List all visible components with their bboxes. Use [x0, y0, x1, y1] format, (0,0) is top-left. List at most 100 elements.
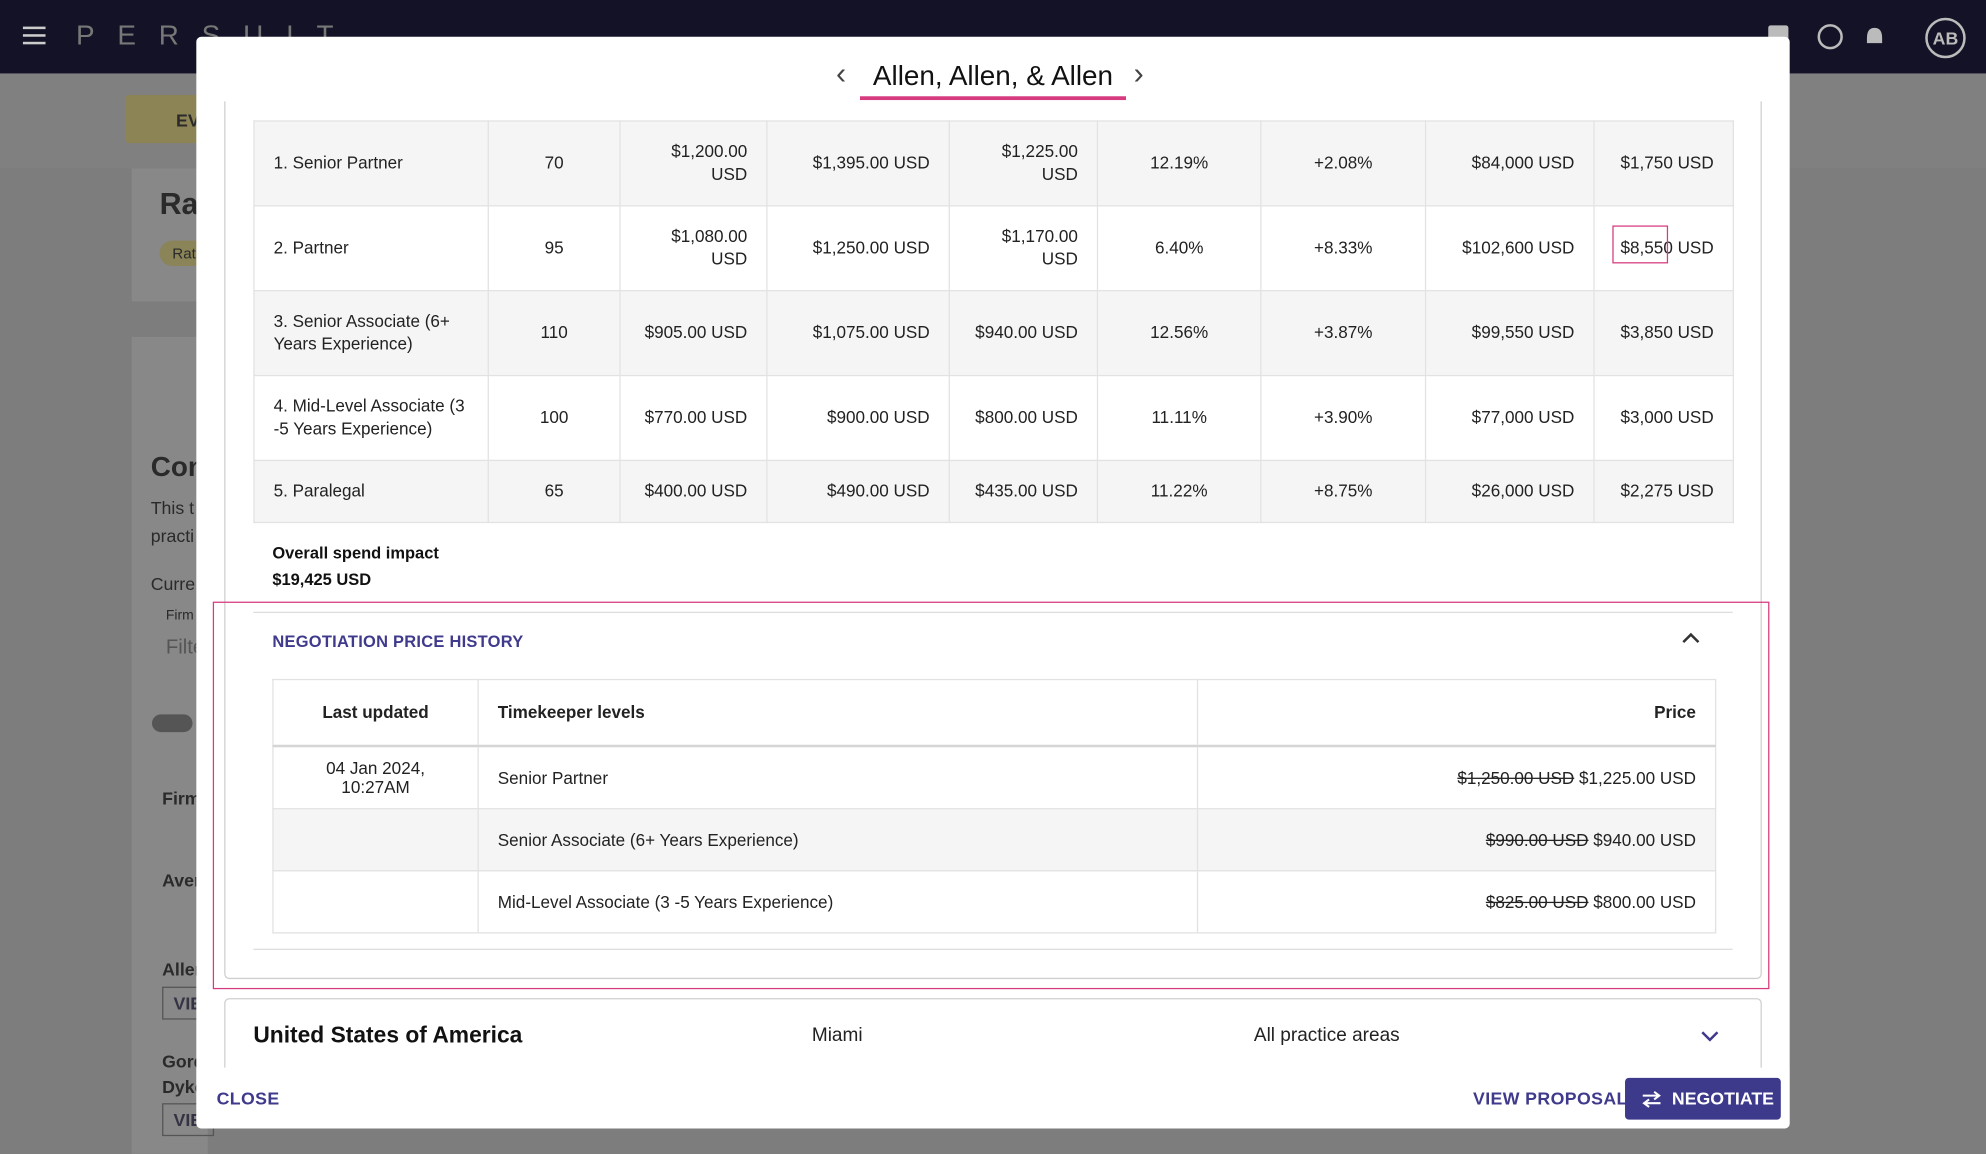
bg-text: Ra — [159, 187, 199, 222]
rate-row: 4. Mid-Level Associate (3 -5 Years Exper… — [253, 374, 1734, 462]
next-arrow[interactable]: › — [1133, 56, 1144, 92]
new-price: $940.00 USD — [1593, 830, 1696, 850]
rate-cell: +3.90% — [1260, 374, 1427, 462]
menu-icon[interactable] — [22, 25, 46, 45]
rate-cell: $102,600 USD — [1424, 205, 1595, 292]
rate-cell: $1,750 USD — [1593, 120, 1734, 207]
rate-row: 5. Paralegal 65 $400.00 USD $490.00 USD $435… — [253, 459, 1734, 524]
negotiate-button[interactable]: NEGOTIATE — [1625, 1077, 1781, 1120]
country: United States of America — [253, 1022, 523, 1048]
rate-cell: $1,395.00 USD — [766, 120, 950, 207]
rate-cell: $26,000 USD — [1424, 459, 1595, 524]
close-button[interactable]: CLOSE — [216, 1087, 280, 1109]
modal: ‹ Allen, Allen, & Allen › 1. Senior Part… — [196, 36, 1790, 1129]
swap-icon — [1642, 1090, 1661, 1108]
new-price: $800.00 USD — [1593, 892, 1696, 912]
bg-text: Aver — [162, 870, 201, 891]
firm-card — [224, 101, 1762, 980]
rate-cell: $940.00 USD — [948, 290, 1099, 377]
modal-body: 1. Senior Partner 70 $1,200.00 USD $1,395.0… — [196, 101, 1789, 1068]
bg-text: Con — [150, 450, 205, 483]
bg-card — [131, 168, 208, 302]
bg-text: This t — [150, 497, 195, 519]
history-row: 04 Jan 2024, 10:27AM Senior Partner $1,250… — [272, 745, 1717, 810]
old-price: $825.00 USD — [1485, 892, 1589, 912]
rate-cell: $1,200.00 USD — [619, 120, 768, 207]
rate-cell: +3.87% — [1260, 290, 1427, 377]
rate-cell: 110 — [487, 290, 621, 377]
rate-cell: $84,000 USD — [1424, 120, 1595, 207]
rate-cell: 11.22% — [1096, 459, 1262, 524]
history-title[interactable]: NEGOTIATION PRICE HISTORY — [272, 632, 524, 652]
title-underline — [860, 96, 1126, 101]
rate-cell: $770.00 USD — [619, 374, 768, 462]
modal-title: Allen, Allen, & Allen — [872, 59, 1114, 92]
rate-row: 2. Partner 95 $1,080.00 USD $1,250.00 USD $1… — [253, 205, 1734, 292]
rate-cell: $490.00 USD — [766, 459, 950, 524]
rate-row: 1. Senior Partner 70 $1,200.00 USD $1,395.0… — [253, 120, 1734, 207]
bg-text: Gord — [162, 1051, 205, 1072]
bg-toggle — [151, 714, 193, 733]
rate-cell: 65 — [487, 459, 621, 524]
bg-text: Curre — [150, 573, 196, 595]
rate-cell: $1,075.00 USD — [766, 290, 950, 377]
rate-cell: $1,225.00 USD — [948, 120, 1099, 207]
rate-cell: 1. Senior Partner — [253, 120, 489, 207]
rate-cell: $435.00 USD — [948, 459, 1099, 524]
highlight-box — [1612, 225, 1669, 264]
rate-cell: $3,850 USD — [1593, 290, 1734, 377]
modal-header: ‹ Allen, Allen, & Allen › — [196, 37, 1789, 102]
city: Miami — [811, 1024, 863, 1047]
modal-footer: CLOSE VIEW PROPOSAL NEGOTIATE — [196, 1067, 1790, 1129]
avatar[interactable]: AB — [1925, 17, 1966, 59]
new-price: $1,225.00 USD — [1579, 768, 1696, 788]
rate-cell: 2. Partner — [253, 205, 489, 292]
rate-cell: +8.75% — [1260, 459, 1427, 524]
old-price: $990.00 USD — [1485, 830, 1589, 850]
rate-cell: $2,275 USD — [1593, 459, 1734, 524]
rate-cell: $1,080.00 USD — [619, 205, 768, 292]
history-row: Mid-Level Associate (3 -5 Years Experien… — [272, 870, 1717, 934]
divider — [253, 611, 1733, 614]
divider — [253, 948, 1733, 950]
overall-label: Overall spend impact — [272, 543, 439, 563]
history-price: $990.00 USD $940.00 USD — [1196, 808, 1717, 872]
rate-cell: $99,550 USD — [1424, 290, 1595, 377]
collapse-icon[interactable] — [1682, 632, 1700, 645]
prev-arrow[interactable]: ‹ — [835, 56, 847, 92]
rate-cell: $800.00 USD — [948, 374, 1099, 462]
history-price: $1,250.00 USD $1,225.00 USD — [1196, 745, 1717, 810]
rates-table: 1. Senior Partner 70 $1,200.00 USD $1,395.0… — [253, 120, 1734, 524]
bg-text: Aller — [162, 958, 202, 980]
overall-value: $19,425 USD — [272, 569, 372, 589]
history-date: 04 Jan 2024, 10:27AM — [272, 745, 479, 810]
rate-cell: 5. Paralegal — [253, 459, 489, 524]
rate-cell: 6.40% — [1096, 205, 1262, 292]
rate-cell: 11.11% — [1096, 374, 1262, 462]
rate-cell: 12.19% — [1096, 120, 1262, 207]
rate-cell: +2.08% — [1260, 120, 1427, 207]
bg-text: Dyke — [162, 1076, 205, 1097]
bg-text: Firm — [165, 607, 194, 624]
history-header: Price — [1196, 678, 1717, 748]
rate-cell: $77,000 USD — [1424, 374, 1595, 462]
expand-icon[interactable] — [1701, 1030, 1719, 1043]
old-price: $1,250.00 USD — [1457, 768, 1575, 788]
rate-cell: 3. Senior Associate (6+ Years Experience… — [253, 290, 489, 377]
history-date — [272, 870, 479, 934]
rate-row: 3. Senior Associate (6+ Years Experience… — [253, 290, 1734, 377]
negotiate-label: NEGOTIATE — [1671, 1087, 1775, 1109]
history-header: Last updated — [272, 678, 479, 748]
highlight-box — [212, 601, 1770, 990]
view-proposal-button[interactable]: VIEW PROPOSAL — [1473, 1087, 1628, 1109]
rate-cell: $900.00 USD — [766, 374, 950, 462]
rate-cell: 4. Mid-Level Associate (3 -5 Years Exper… — [253, 374, 489, 462]
bg-card — [131, 336, 208, 1154]
history-price: $825.00 USD $800.00 USD — [1196, 870, 1717, 934]
rate-cell: $400.00 USD — [619, 459, 768, 524]
history-level: Senior Associate (6+ Years Experience) — [477, 808, 1199, 872]
region-card — [224, 998, 1762, 1068]
rate-cell: 12.56% — [1096, 290, 1262, 377]
